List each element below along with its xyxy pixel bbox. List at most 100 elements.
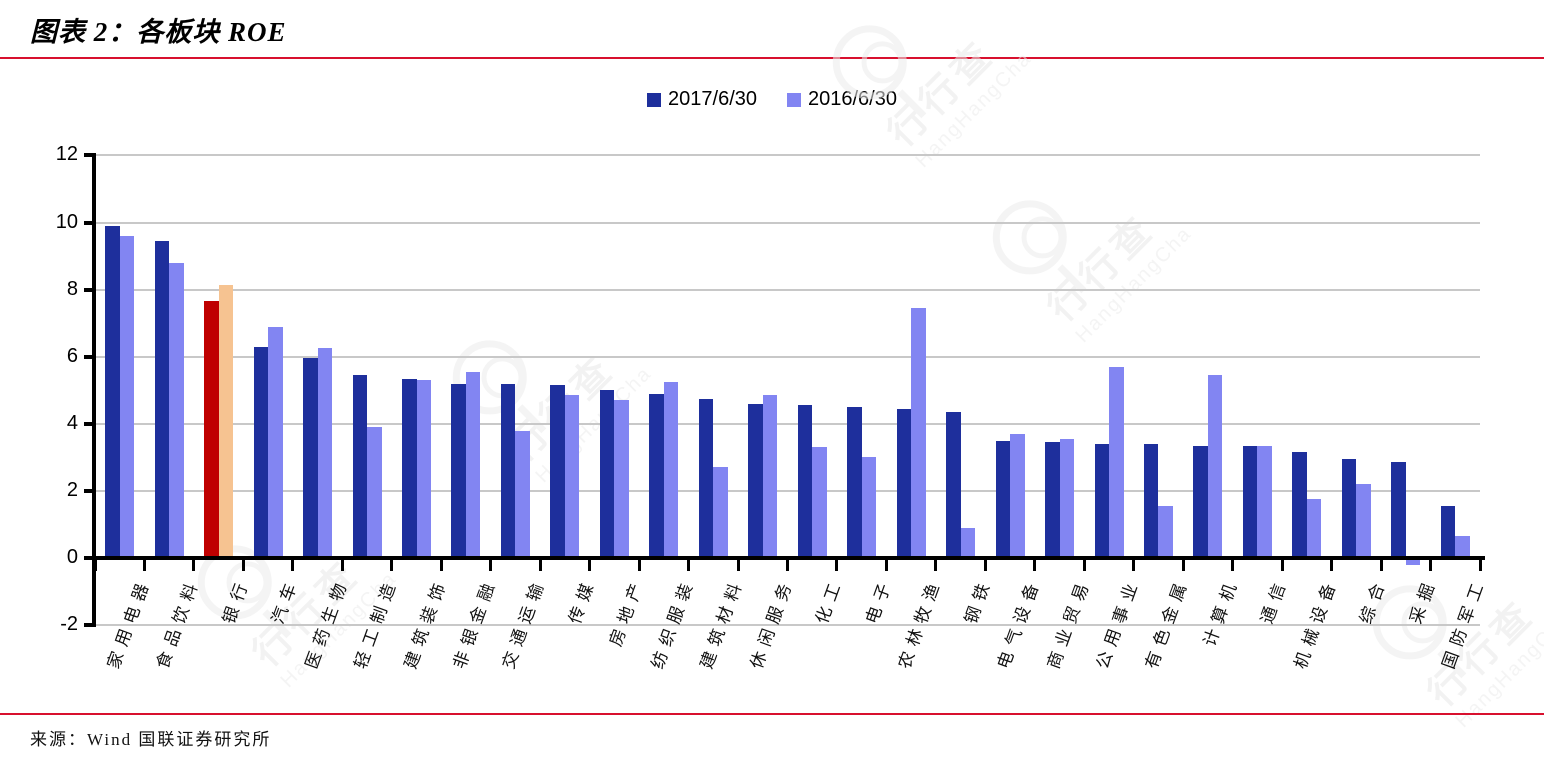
x-axis-tick xyxy=(1429,558,1433,571)
x-axis-tick xyxy=(1478,558,1482,571)
x-axis-tick xyxy=(1330,558,1334,571)
bar-公用事业-2016/6/30 xyxy=(1109,366,1124,558)
bar-钢铁-2017/6/30 xyxy=(946,412,961,558)
legend-item-2017: 2017/6/30 xyxy=(647,88,757,111)
x-axis-tick xyxy=(884,558,888,571)
gridline-8 xyxy=(95,288,1480,291)
x-axis-tick xyxy=(538,558,542,571)
gridline-4 xyxy=(95,422,1480,425)
x-axis-label-电子: 电子 xyxy=(861,574,897,627)
x-axis-label-计算机: 计算机 xyxy=(1200,574,1243,649)
x-axis-tick xyxy=(1280,558,1284,571)
x-axis-tick xyxy=(687,558,691,571)
y-axis-tick-12 xyxy=(84,153,95,158)
bar-建筑装饰-2017/6/30 xyxy=(402,378,417,558)
bar-汽车-2016/6/30 xyxy=(268,326,283,558)
x-axis-tick xyxy=(934,558,938,571)
bar-休闲服务-2016/6/30 xyxy=(762,395,778,558)
x-axis-tick xyxy=(93,558,97,571)
bar-建筑材料-2017/6/30 xyxy=(698,398,714,558)
watermark-magnifier-icon xyxy=(817,10,923,115)
bar-家用电器-2016/6/30 xyxy=(119,235,135,558)
y-axis-label-6: 6 xyxy=(66,344,78,367)
bar-国防军工-2016/6/30 xyxy=(1455,536,1470,558)
bar-建筑材料-2016/6/30 xyxy=(713,467,728,558)
bar-电子-2017/6/30 xyxy=(847,407,862,558)
y-axis-tick-0 xyxy=(84,556,95,560)
x-axis-tick xyxy=(142,558,146,571)
x-axis-tick xyxy=(390,558,394,571)
x-axis-label-商业贸易: 商业贸易 xyxy=(1043,574,1095,672)
legend-swatch-2016-icon xyxy=(787,92,801,107)
bar-非银金融-2017/6/30 xyxy=(451,383,466,558)
source-note: 来源：Wind 国联证券研究所 xyxy=(30,730,272,749)
x-axis-label-钢铁: 钢铁 xyxy=(960,574,996,627)
x-axis-label-非银金融: 非银金融 xyxy=(449,574,501,672)
x-axis-tick xyxy=(1379,558,1383,571)
bar-轻工制造-2016/6/30 xyxy=(367,427,382,558)
bar-采掘-2016/6/30 xyxy=(1405,560,1421,566)
x-axis-tick xyxy=(786,558,789,571)
bar-采掘-2017/6/30 xyxy=(1391,462,1406,558)
bar-综合-2017/6/30 xyxy=(1341,459,1357,558)
x-axis-tick xyxy=(192,558,196,571)
x-axis-tick xyxy=(835,558,839,571)
bar-商业贸易-2016/6/30 xyxy=(1059,438,1075,558)
bar-通信-2017/6/30 xyxy=(1242,445,1258,558)
y-axis-tick-8 xyxy=(84,287,95,292)
x-axis-label-建筑装饰: 建筑装饰 xyxy=(400,574,452,672)
x-axis-label-传媒: 传媒 xyxy=(565,574,600,627)
x-axis-label-通信: 通信 xyxy=(1257,574,1292,627)
source-rule xyxy=(0,713,1544,715)
gridline-12 xyxy=(95,154,1480,157)
y-axis-tick-4 xyxy=(84,421,95,426)
bar-汽车-2017/6/30 xyxy=(253,346,269,558)
x-axis-label-公用事业: 公用事业 xyxy=(1092,574,1144,672)
y-axis-label-0: 0 xyxy=(66,546,78,568)
x-axis-label-农林牧渔: 农林牧渔 xyxy=(895,574,946,672)
bar-家用电器-2017/6/30 xyxy=(105,225,120,558)
x-axis-tick xyxy=(637,558,641,571)
bar-交通运输-2016/6/30 xyxy=(515,430,530,558)
x-axis-label-交通运输: 交通运输 xyxy=(499,574,551,672)
bar-交通运输-2017/6/30 xyxy=(500,383,516,558)
bar-食品饮料-2016/6/30 xyxy=(169,262,184,558)
x-axis-label-纺织服装: 纺织服装 xyxy=(647,574,699,672)
bar-商业贸易-2017/6/30 xyxy=(1045,442,1060,558)
y-axis-tick-10 xyxy=(84,220,95,225)
y-axis-line xyxy=(92,153,96,628)
x-axis-label-电气设备: 电气设备 xyxy=(993,574,1045,672)
x-axis-label-休闲服务: 休闲服务 xyxy=(746,574,798,672)
x-axis-label-化工: 化工 xyxy=(812,574,847,627)
gridline--2 xyxy=(95,624,1480,627)
x-axis-tick xyxy=(1231,558,1235,571)
y-axis-label-8: 8 xyxy=(66,277,78,300)
bar-农林牧渔-2017/6/30 xyxy=(896,408,912,558)
bar-农林牧渔-2016/6/30 xyxy=(911,308,926,558)
x-axis-tick xyxy=(340,558,344,571)
x-axis-label-房地产: 房地产 xyxy=(606,574,649,649)
bar-电气设备-2017/6/30 xyxy=(995,440,1011,558)
bar-电子-2016/6/30 xyxy=(861,457,877,558)
bar-房地产-2017/6/30 xyxy=(599,390,615,558)
y-axis-tick-6 xyxy=(84,354,95,359)
x-axis-tick xyxy=(439,558,443,571)
x-axis-tick xyxy=(588,558,592,571)
bar-传媒-2017/6/30 xyxy=(550,385,565,558)
bar-房地产-2016/6/30 xyxy=(614,400,629,558)
bar-化工-2016/6/30 xyxy=(812,447,827,558)
x-axis-tick xyxy=(1082,558,1086,571)
bar-机械设备-2016/6/30 xyxy=(1306,499,1322,558)
bar-银行-2017/6/30 xyxy=(204,301,219,558)
bar-有色金属-2017/6/30 xyxy=(1143,443,1159,558)
x-axis-tick xyxy=(291,558,295,571)
bar-轻工制造-2017/6/30 xyxy=(352,375,368,558)
gridline-2 xyxy=(95,489,1480,492)
bar-计算机-2016/6/30 xyxy=(1207,375,1223,558)
bar-银行-2016/6/30 xyxy=(218,284,234,558)
title-rule xyxy=(0,57,1544,59)
